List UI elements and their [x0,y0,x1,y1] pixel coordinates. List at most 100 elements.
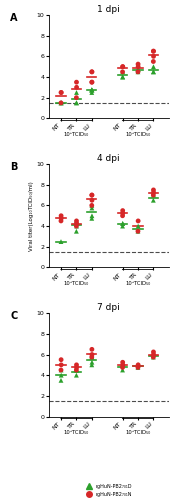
Point [75,366,78,374]
Point [75,228,78,235]
Point [90,353,93,361]
Point [60,88,62,96]
Point [152,191,155,199]
Point [60,366,62,374]
Point [91,196,93,204]
Point [152,186,155,194]
Point [90,361,93,369]
Point [121,206,124,214]
Point [75,99,78,107]
Point [90,78,93,86]
Point [121,73,124,81]
Point [90,86,93,94]
Point [60,361,63,369]
Point [90,346,93,354]
Point [121,62,124,70]
Point [152,196,155,204]
Point [91,212,93,220]
Point [60,99,62,107]
Point [75,366,78,374]
Point [60,238,62,246]
Point [75,94,78,102]
Title: 7 dpi: 7 dpi [97,304,120,312]
Point [60,88,63,96]
Point [137,361,140,369]
Title: 1 dpi: 1 dpi [97,5,120,14]
Point [137,68,139,76]
Point [152,348,155,356]
Point [137,228,139,235]
Point [91,86,93,94]
Text: 10⁵TCID₅₀: 10⁵TCID₅₀ [125,132,151,137]
Point [121,361,124,369]
Point [75,99,78,107]
Point [152,353,155,361]
Text: 10⁵TCID₅₀: 10⁵TCID₅₀ [64,430,89,435]
Point [121,220,124,228]
Point [60,217,62,225]
Point [75,217,78,225]
Point [75,361,78,369]
Point [90,68,93,76]
Text: C: C [10,311,18,321]
Point [121,361,124,369]
Point [137,364,139,372]
Point [137,222,140,230]
Point [121,212,124,220]
Point [121,68,124,76]
Point [152,353,155,361]
Y-axis label: Viral titer(Log₁₀TCID₅₀/ml): Viral titer(Log₁₀TCID₅₀/ml) [29,181,34,250]
Point [121,222,124,230]
Point [90,68,93,76]
Point [121,366,124,374]
Text: 10⁵TCID₅₀: 10⁵TCID₅₀ [64,281,89,286]
Point [137,228,139,235]
Point [75,220,78,228]
Point [137,364,139,372]
Point [90,202,93,209]
Point [152,62,155,70]
Point [75,220,78,228]
Point [121,358,124,366]
Point [75,217,78,225]
Point [137,361,140,369]
Point [152,58,155,66]
Point [137,217,140,225]
Point [75,88,78,96]
Text: B: B [10,162,18,172]
Point [152,47,155,55]
Point [75,371,78,379]
Point [75,364,78,372]
Point [60,356,62,364]
Point [60,366,62,374]
Point [75,222,78,230]
Point [121,220,124,228]
Point [121,361,124,369]
Legend: rgHuN-PB2₇₀₁D, rgHuN-PB2₇₀₁N: rgHuN-PB2₇₀₁D, rgHuN-PB2₇₀₁N [83,483,133,498]
Point [90,353,93,361]
Text: 10³TCID₅₀: 10³TCID₅₀ [64,132,89,137]
Point [90,214,93,222]
Point [91,350,93,358]
Point [137,62,140,70]
Point [137,60,140,68]
Point [75,84,78,92]
Point [152,350,155,358]
Point [90,191,93,199]
Point [152,68,155,76]
Point [121,62,124,70]
Point [60,371,63,379]
Point [60,99,62,107]
Point [121,68,124,76]
Text: A: A [10,13,18,23]
Point [90,86,93,94]
Point [91,78,93,86]
Point [152,47,155,55]
Point [60,99,62,107]
Point [60,99,63,107]
Point [90,88,93,96]
Point [75,78,78,86]
Point [60,212,62,220]
Point [60,376,62,384]
Point [75,366,78,374]
